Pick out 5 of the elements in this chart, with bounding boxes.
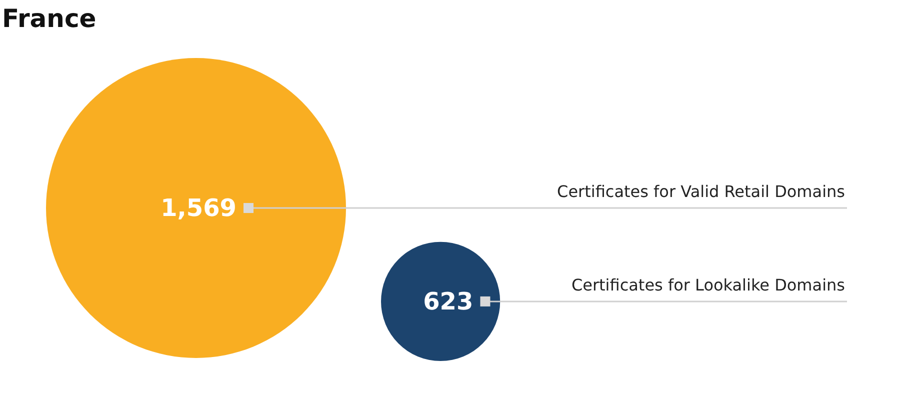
text: France (2, 4, 96, 33)
category-label: Certificates for Lookalike Domains (571, 275, 845, 294)
category-label: Certificates for Valid Retail Domains (557, 182, 845, 201)
data-label: 1,569 (160, 194, 236, 222)
data-label: 623 (423, 287, 474, 316)
